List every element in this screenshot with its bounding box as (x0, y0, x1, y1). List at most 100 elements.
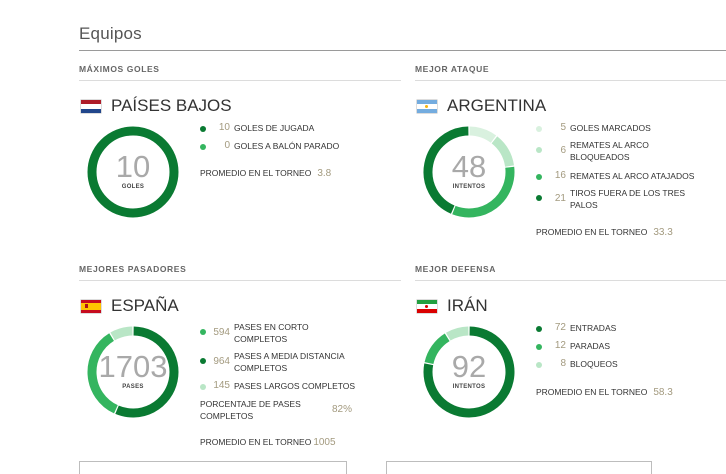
stat-value: 72 (554, 322, 566, 333)
donut-segment (469, 126, 497, 143)
stat-label: GOLES MARCADOS (570, 123, 651, 133)
donut-unit: INTENTOS (452, 184, 486, 190)
average-label: PROMEDIO EN EL TORNEO (200, 437, 312, 447)
average-value: 58.3 (653, 387, 673, 398)
stat-label: PASES A MEDIA DISTANCIA COMPLETOS (234, 351, 345, 373)
donut-segment (115, 326, 179, 418)
team-name[interactable]: ESPAÑA (111, 296, 179, 315)
donut-ring (87, 326, 179, 418)
stat-value: 0 (224, 140, 230, 151)
donut-segment (424, 333, 450, 365)
legend-dot (536, 174, 542, 180)
tournament-average: PROMEDIO EN EL TORNEO 1005 (200, 437, 336, 448)
stat-value: 8 (560, 358, 566, 369)
average-value: 3.8 (317, 168, 332, 179)
stat-label: GOLES DE JUGADA (234, 123, 315, 133)
donut-chart: 92 INTENTOS (421, 324, 517, 420)
stat-value: 5 (560, 122, 566, 133)
donut-value: 92 (451, 349, 487, 384)
next-card-edge (79, 461, 347, 474)
panel-label: MÁXIMOS GOLES (79, 64, 160, 74)
panel-best-attack: MEJOR ATAQUE ARGENTINA 48 INTENTOS 5 GOL… (415, 64, 726, 254)
stat-value: 964 (213, 356, 230, 367)
stat-label: GOLES A BALÓN PARADO (234, 141, 340, 151)
legend-dot (536, 362, 542, 368)
stat-value: 21 (554, 193, 566, 204)
stat-label: PASES EN CORTO COMPLETOS (234, 322, 309, 344)
average-label: PROMEDIO EN EL TORNEO (200, 168, 312, 178)
section-divider (79, 50, 726, 51)
donut-segment (452, 166, 515, 218)
tournament-average: PROMEDIO EN EL TORNEO 3.8 (200, 168, 331, 179)
pass-percentage-label: PORCENTAJE DE PASES COMPLETOS (200, 399, 301, 421)
donut-chart: 1703 PASES (85, 324, 181, 420)
stat-value: 594 (213, 327, 230, 338)
legend-dot (200, 329, 206, 335)
donut-unit: PASES (122, 384, 144, 390)
stat-label: PASES LARGOS COMPLETOS (234, 381, 356, 391)
average-value: 33.3 (653, 227, 673, 238)
average-label: PROMEDIO EN EL TORNEO (536, 227, 648, 237)
stat-value: 145 (213, 380, 230, 391)
iran-flag-icon (417, 300, 437, 313)
stat-label: ENTRADAS (570, 323, 617, 333)
panel-max-goals: MÁXIMOS GOLES PAÍSES BAJOS 10 GOLES 10 G… (79, 64, 401, 254)
donut-ring (87, 126, 179, 218)
pass-percentage-value: 82% (332, 404, 353, 415)
average-label: PROMEDIO EN EL TORNEO (536, 387, 648, 397)
team-name[interactable]: PAÍSES BAJOS (111, 96, 232, 115)
donut-value: 48 (451, 149, 487, 184)
donut-segment (87, 126, 179, 218)
donut-segment (491, 136, 515, 167)
stat-label: BLOQUEOS (570, 359, 618, 369)
panel-divider (415, 80, 726, 81)
donut-segment (110, 326, 133, 341)
legend-dot (536, 344, 542, 350)
panel-label: MEJOR ATAQUE (415, 64, 490, 74)
next-card-edge (386, 461, 652, 474)
stat-value: 6 (560, 145, 566, 156)
legend-dot (536, 195, 542, 201)
panel-label: MEJOR DEFENSA (415, 264, 497, 274)
donut-chart: 10 GOLES (85, 124, 181, 220)
legend-dot (536, 147, 542, 153)
donut-value: 10 (115, 149, 151, 184)
donut-segment (445, 326, 469, 341)
donut-unit: INTENTOS (452, 384, 486, 390)
panel-label: MEJORES PASADORES (79, 264, 187, 274)
argentina-flag-icon (417, 100, 437, 113)
tournament-average: PROMEDIO EN EL TORNEO 58.3 (536, 387, 673, 398)
panel-divider (79, 280, 401, 281)
panel-divider (415, 280, 726, 281)
stat-label: REMATES AL ARCO BLOQUEADOS (570, 140, 649, 162)
donut-segment (423, 326, 515, 418)
legend-dot (536, 126, 542, 132)
legend-dot (200, 144, 206, 150)
section-title: Equipos (79, 24, 142, 43)
panel-best-passers: MEJORES PASADORES ESPAÑA 1703 PASES 594 … (79, 264, 401, 454)
donut-chart: 48 INTENTOS (421, 124, 517, 220)
donut-ring (423, 326, 515, 418)
legend-dot (536, 326, 542, 332)
donut-segment (423, 126, 469, 214)
donut-value: 1703 (98, 349, 168, 384)
stat-value: 12 (554, 340, 566, 351)
donut-unit: GOLES (121, 184, 145, 190)
legend-dot (200, 384, 206, 390)
legend-dot (200, 126, 206, 132)
spain-flag-icon (81, 300, 101, 313)
legend-dot (200, 358, 206, 364)
team-name[interactable]: IRÁN (447, 296, 488, 315)
panel-best-defense: MEJOR DEFENSA IRÁN 92 INTENTOS 72 ENTRAD… (415, 264, 726, 454)
netherlands-flag-icon (81, 100, 101, 113)
stat-label: TIROS FUERA DE LOS TRES PALOS (570, 188, 686, 210)
stat-value: 10 (218, 122, 230, 133)
donut-segment (87, 333, 118, 414)
panel-divider (79, 80, 401, 81)
stat-label: PARADAS (570, 341, 610, 351)
team-name[interactable]: ARGENTINA (447, 96, 547, 115)
tournament-average: PROMEDIO EN EL TORNEO 33.3 (536, 227, 673, 238)
average-value: 1005 (313, 437, 336, 448)
stat-label: REMATES AL ARCO ATAJADOS (570, 171, 695, 181)
stat-value: 16 (554, 170, 566, 181)
